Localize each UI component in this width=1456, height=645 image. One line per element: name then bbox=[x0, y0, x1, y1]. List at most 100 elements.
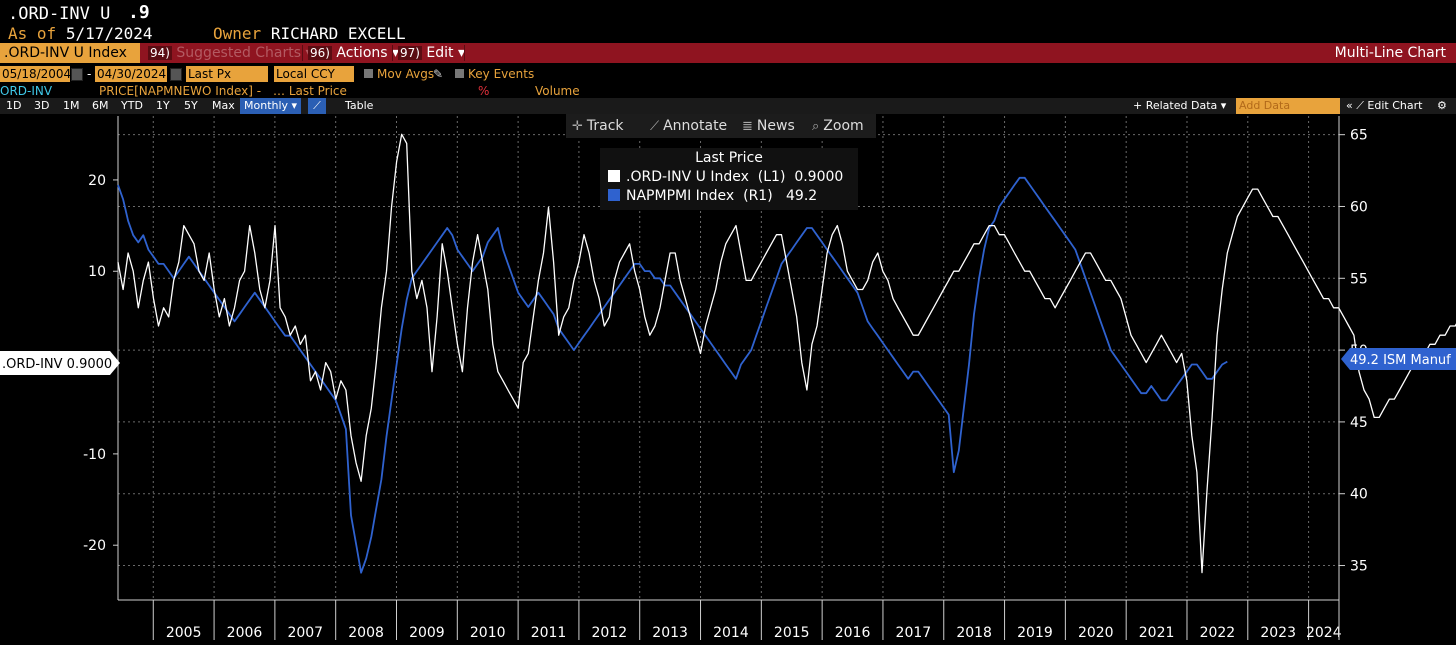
left-tick-label: 20 bbox=[88, 173, 106, 189]
period-bar: 1D 3D 1M 6M YTD 1Y 5Y Max Monthly ▾ ⟋ Ta… bbox=[0, 98, 1456, 114]
right-tick-label: 55 bbox=[1350, 271, 1368, 287]
x-tick-label: 2015 bbox=[774, 625, 810, 641]
calendar-icon[interactable] bbox=[170, 68, 182, 81]
menu-divider bbox=[302, 45, 303, 61]
x-tick-label: 2006 bbox=[227, 625, 263, 641]
asof-line: As of 5/17/2024 bbox=[8, 24, 153, 43]
left-tick-label: -10 bbox=[83, 447, 106, 463]
edit-menu[interactable]: 97) Edit ▾ bbox=[398, 43, 465, 63]
x-tick-label: 2005 bbox=[166, 625, 202, 641]
period-max[interactable]: Max bbox=[212, 99, 235, 112]
pencil-icon[interactable]: ✎ bbox=[433, 67, 444, 81]
security-ticker: .ORD-INV U bbox=[8, 4, 111, 24]
right-tick-label: 45 bbox=[1350, 415, 1368, 431]
owner-name: RICHARD EXCELL bbox=[270, 24, 406, 43]
asof-label: As of bbox=[8, 24, 57, 43]
study-ordinv: ORD-INV bbox=[0, 84, 53, 98]
x-tick-label: 2018 bbox=[956, 625, 992, 641]
calendar-icon[interactable] bbox=[71, 68, 83, 81]
date-controls: 05/18/2004 - 04/30/2024 Last Px Local CC… bbox=[0, 66, 1456, 84]
series-line-napmpmi bbox=[117, 176, 1228, 574]
x-tick-label: 2011 bbox=[531, 625, 567, 641]
x-tick-label: 2009 bbox=[409, 625, 445, 641]
menu-bar: .ORD-INV U Index 94) Suggested Charts ▾ … bbox=[0, 43, 1456, 63]
x-tick-label: 2022 bbox=[1200, 625, 1236, 641]
menu-label: Actions ▾ bbox=[336, 45, 400, 61]
menu-label: Edit ▾ bbox=[426, 45, 465, 61]
mov-avgs-checkbox[interactable] bbox=[364, 69, 373, 78]
menu-num: 97) bbox=[398, 46, 422, 60]
start-date-field[interactable]: 05/18/2004 bbox=[0, 66, 70, 82]
news-tool[interactable]: ≣ News bbox=[742, 114, 795, 139]
period-5y[interactable]: 5Y bbox=[184, 99, 198, 112]
chart-toolbar: ✛ Track ⟋ Annotate ≣ News ⌕ Zoom bbox=[566, 114, 876, 138]
annotate-icon: ⟋ bbox=[650, 119, 660, 134]
legend-label: NAPMPMI Index (R1) 49.2 bbox=[626, 188, 818, 204]
x-axis: 2005 2006 2007 2008 2009 2010 2011 2012 2013 2014… bbox=[118, 599, 1342, 641]
add-data-input[interactable]: Add Data bbox=[1236, 98, 1340, 114]
x-tick-label: 2013 bbox=[652, 625, 688, 641]
key-events-checkbox[interactable] bbox=[455, 69, 464, 78]
left-tick-label: 10 bbox=[88, 264, 106, 280]
crosshair-icon: ✛ bbox=[572, 119, 583, 134]
end-date-field[interactable]: 04/30/2024 bbox=[95, 66, 167, 82]
x-tick-label: 2020 bbox=[1078, 625, 1114, 641]
x-tick-label: 2010 bbox=[470, 625, 506, 641]
related-data-button[interactable]: + Related Data ▾ bbox=[1133, 99, 1227, 112]
last-value: .9 bbox=[128, 2, 150, 23]
gear-icon[interactable]: ⚙ bbox=[1437, 99, 1447, 112]
x-tick-label: 2008 bbox=[348, 625, 384, 641]
table-button[interactable]: Table bbox=[345, 99, 374, 112]
x-tick-label: 2021 bbox=[1139, 625, 1175, 641]
period-3d[interactable]: 3D bbox=[34, 99, 50, 112]
x-tick-label: 2023 bbox=[1260, 625, 1296, 641]
owner-line: Owner RICHARD EXCELL bbox=[213, 24, 406, 43]
legend-swatch-blue bbox=[608, 189, 620, 201]
right-axis: 65605550454035 bbox=[1338, 116, 1368, 600]
track-label: Track bbox=[586, 118, 624, 134]
menu-divider bbox=[392, 45, 393, 61]
x-tick-label: 2024 bbox=[1306, 625, 1342, 641]
currency-select[interactable]: Local CCY bbox=[274, 66, 354, 82]
left-tag-text: .ORD-INV 0.9000 bbox=[2, 357, 112, 372]
right-last-value-tag: 49.2 ISM Manuf bbox=[1341, 348, 1456, 370]
frequency-select[interactable]: Monthly ▾ bbox=[240, 98, 302, 114]
menu-num: 94) bbox=[148, 46, 172, 60]
track-tool[interactable]: ✛ Track bbox=[572, 114, 624, 139]
series-lines bbox=[117, 133, 1456, 574]
period-1m[interactable]: 1M bbox=[63, 99, 80, 112]
x-tick-label: 2012 bbox=[591, 625, 627, 641]
right-tick-label: 35 bbox=[1350, 559, 1368, 575]
legend-title: Last Price bbox=[695, 150, 763, 166]
study-price-napmnewo: PRICE[NAPMNEWO Index] - bbox=[99, 84, 262, 98]
x-tick-label: 2014 bbox=[713, 625, 749, 641]
security-field[interactable]: .ORD-INV U Index bbox=[0, 43, 140, 63]
series-line-ordinv bbox=[117, 133, 1456, 574]
news-label: News bbox=[756, 118, 795, 134]
period-1d[interactable]: 1D bbox=[6, 99, 22, 112]
line-chart-icon[interactable]: ⟋ bbox=[308, 98, 326, 114]
annotate-label: Annotate bbox=[663, 118, 728, 134]
annotate-tool[interactable]: ⟋ Annotate bbox=[650, 114, 727, 139]
chart-type-title: Multi-Line Chart bbox=[1334, 45, 1446, 61]
right-tick-label: 40 bbox=[1350, 487, 1368, 503]
x-tick-label: 2017 bbox=[896, 625, 932, 641]
legend-label: .ORD-INV U Index (L1) 0.9000 bbox=[626, 169, 844, 185]
period-ytd[interactable]: YTD bbox=[121, 99, 143, 112]
mov-avgs-label: Mov Avgs bbox=[377, 67, 435, 81]
period-6m[interactable]: 6M bbox=[92, 99, 109, 112]
chart-legend: Last Price .ORD-INV U Index (L1) 0.9000 … bbox=[600, 148, 858, 210]
legend-swatch-white bbox=[608, 170, 620, 182]
actions-menu[interactable]: 96) Actions ▾ bbox=[308, 43, 399, 63]
study-percent: % bbox=[478, 84, 490, 98]
x-tick-label: 2019 bbox=[1017, 625, 1053, 641]
zoom-tool[interactable]: ⌕ Zoom bbox=[812, 114, 864, 139]
price-field-select[interactable]: Last Px bbox=[186, 66, 268, 82]
suggested-charts-menu[interactable]: 94) Suggested Charts ▾ bbox=[148, 43, 313, 63]
period-1y[interactable]: 1Y bbox=[156, 99, 170, 112]
studies-row: ORD-INV PRICE[NAPMNEWO Index] - … Last P… bbox=[0, 84, 1456, 98]
edit-chart-button[interactable]: « ⟋ Edit Chart bbox=[1346, 99, 1423, 112]
legend-item-napmpmi: NAPMPMI Index (R1) 49.2 bbox=[608, 188, 817, 204]
right-tick-label: 65 bbox=[1350, 128, 1368, 144]
